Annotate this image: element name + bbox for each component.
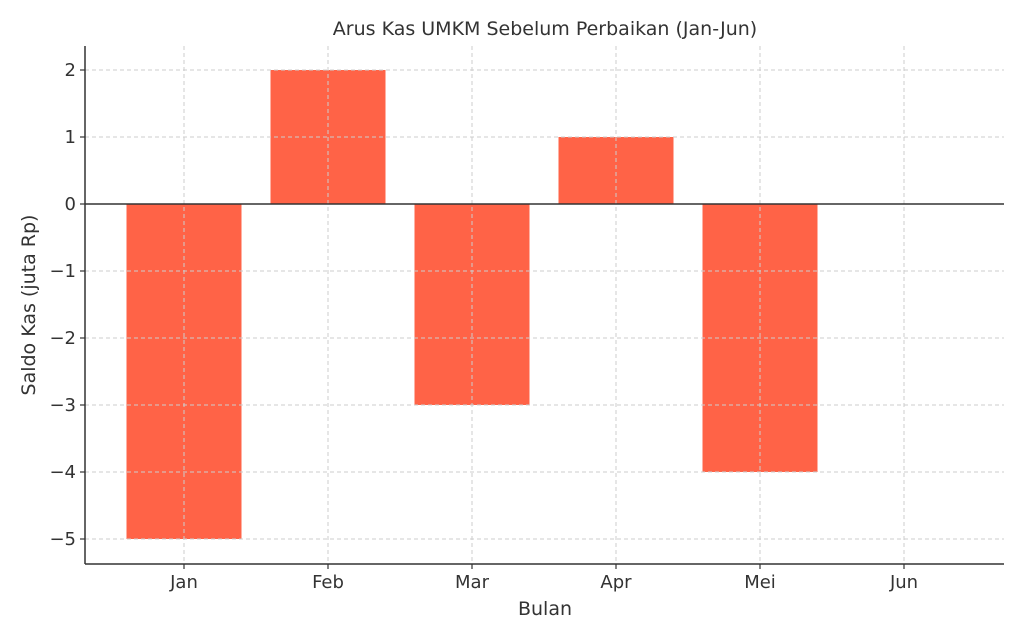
bar-mar — [414, 204, 530, 405]
y-axis-label: Saldo Kas (juta Rp) — [18, 215, 40, 396]
x-axis-label: Bulan — [518, 598, 572, 620]
y-tick-label: −3 — [49, 395, 76, 416]
y-tick-label: 1 — [65, 127, 76, 148]
x-tick-label: Jan — [169, 572, 198, 593]
x-tick-label: Mei — [744, 572, 776, 593]
y-tick-label: −5 — [49, 529, 76, 550]
y-tick-label: −2 — [49, 328, 76, 349]
x-tick-label: Feb — [312, 572, 344, 593]
x-axis-ticks: Jan Feb Mar Apr Mei Jun — [169, 564, 918, 593]
gridlines — [85, 46, 1004, 564]
bar-apr — [558, 137, 674, 204]
y-tick-label: −1 — [49, 261, 76, 282]
x-tick-label: Apr — [600, 572, 632, 593]
y-tick-label: 2 — [65, 60, 76, 81]
x-tick-label: Mar — [455, 572, 490, 593]
y-tick-label: −4 — [49, 462, 76, 483]
x-tick-label: Jun — [889, 572, 918, 593]
y-axis-ticks: 2 1 0 −1 −2 −3 −4 −5 — [49, 60, 85, 550]
chart-title: Arus Kas UMKM Sebelum Perbaikan (Jan-Jun… — [333, 18, 757, 40]
y-tick-label: 0 — [65, 194, 76, 215]
